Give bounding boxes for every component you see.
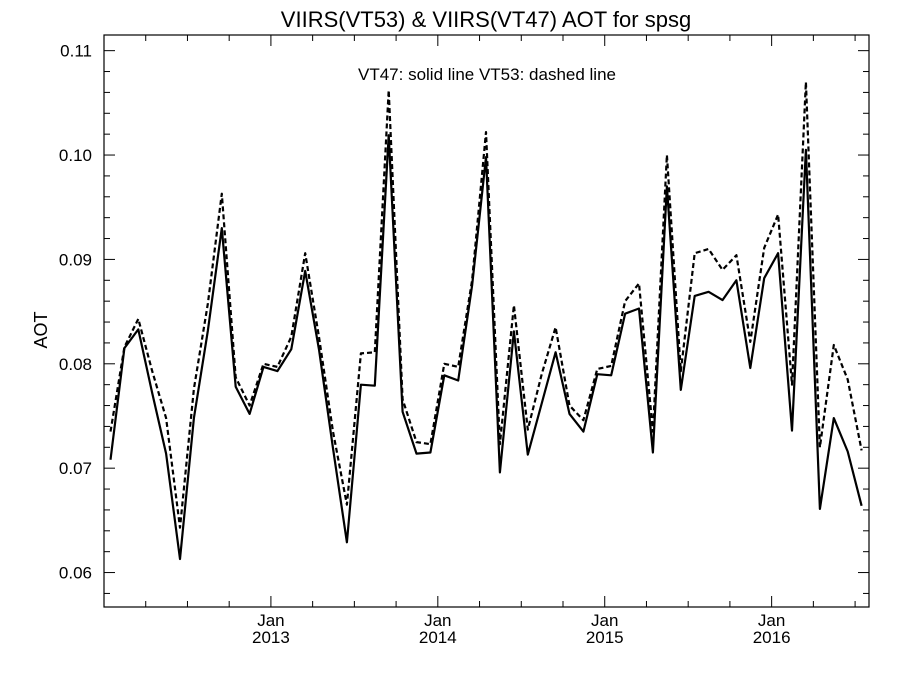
- x-tick-label-month: Jan: [257, 611, 284, 630]
- series-line-vt47: [109, 134, 863, 561]
- y-tick-label: 0.09: [59, 250, 92, 269]
- y-tick-label: 0.10: [59, 146, 92, 165]
- y-tick-label: 0.07: [59, 459, 92, 478]
- x-tick-label-month: Jan: [424, 611, 451, 630]
- chart-title: VIIRS(VT53) & VIIRS(VT47) AOT for spsg: [281, 7, 691, 32]
- axis-ticks: [104, 35, 869, 607]
- x-tick-label-year: 2014: [419, 628, 457, 647]
- y-tick-label: 0.11: [60, 42, 92, 61]
- series-lines: [109, 80, 863, 561]
- plot-frame: [103, 34, 870, 608]
- x-tick-label-month: Jan: [758, 611, 785, 630]
- y-axis-label: AOT: [31, 311, 51, 348]
- y-tick-label: 0.08: [59, 355, 92, 374]
- x-tick-label-year: 2016: [753, 628, 791, 647]
- y-tick-label: 0.06: [59, 564, 92, 583]
- x-tick-label-year: 2013: [252, 628, 290, 647]
- axis-tick-labels: 0.060.070.080.090.100.11Jan2013Jan2014Ja…: [59, 42, 791, 647]
- x-tick-label-year: 2015: [586, 628, 624, 647]
- series-legend-annotation: VT47: solid line VT53: dashed line: [358, 65, 616, 84]
- series-line-vt53: [109, 80, 863, 529]
- x-tick-label-month: Jan: [591, 611, 618, 630]
